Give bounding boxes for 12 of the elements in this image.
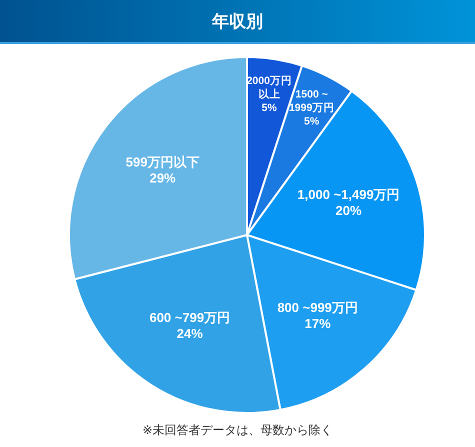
data-label: 5% (304, 116, 320, 128)
text: ※未回答者データは、母数から除く (141, 422, 334, 439)
chart-title: 年収別 (0, 0, 475, 44)
slice-label: 599万円以下 (126, 154, 200, 170)
data-label: 24% (176, 326, 204, 341)
data-label: 17% (304, 316, 332, 331)
slice-label: 600 ~799万円 (149, 310, 230, 325)
data-label: 29% (150, 170, 176, 186)
slice-label: 800 ~999万円 (277, 300, 358, 315)
slice-label: 1,000 ~1,499万円 (297, 186, 400, 202)
data-label: 20% (336, 202, 362, 218)
data-label: 5% (262, 102, 278, 114)
